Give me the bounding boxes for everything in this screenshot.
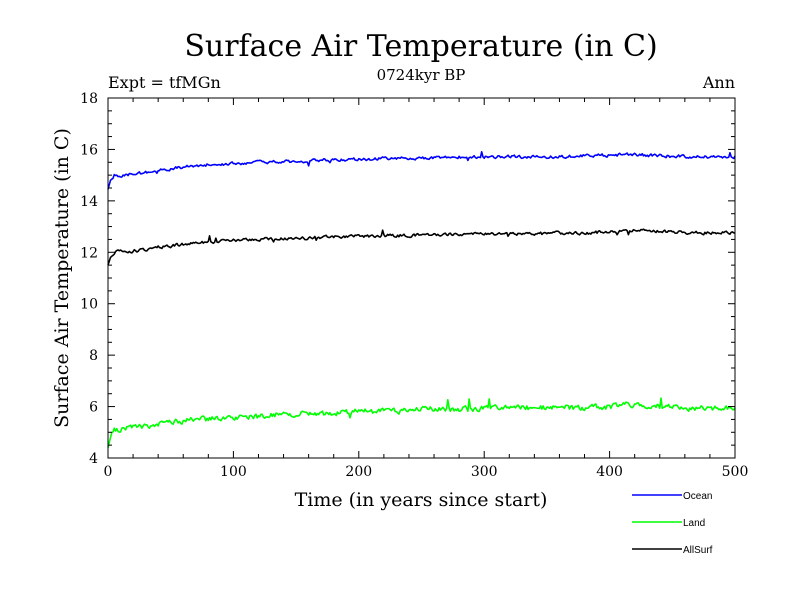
x-axis-label: Time (in years since start) bbox=[295, 489, 548, 511]
series-layer bbox=[107, 150, 736, 448]
y-axis-label: Surface Air Temperature (in C) bbox=[51, 128, 73, 428]
y-tick-label: 16 bbox=[80, 142, 98, 158]
legend: Ocean Land AllSurf bbox=[632, 491, 713, 556]
series-line-allsurf bbox=[107, 228, 736, 266]
x-tick-label: 100 bbox=[220, 464, 247, 480]
axis-layer: 0 100 200 300 400 500 4 6 8 10 12 14 16 18 bbox=[80, 91, 748, 480]
x-tick-label: 200 bbox=[345, 464, 372, 480]
legend-label-ocean: Ocean bbox=[683, 491, 712, 502]
legend-label-allsurf: AllSurf bbox=[683, 545, 713, 556]
y-tick-label: 18 bbox=[80, 91, 98, 107]
x-tick-label: 300 bbox=[471, 464, 498, 480]
chart-title: Surface Air Temperature (in C) bbox=[184, 29, 657, 64]
y-tick-label: 8 bbox=[89, 348, 98, 364]
y-tick-label: 12 bbox=[80, 245, 98, 261]
chart-subtitle: 0724kyr BP bbox=[377, 66, 466, 84]
y-tick-label: 14 bbox=[80, 194, 98, 210]
x-tick-label: 500 bbox=[722, 464, 749, 480]
y-tick-label: 6 bbox=[89, 400, 98, 416]
y-tick-label: 10 bbox=[80, 297, 98, 313]
y-tick-label: 4 bbox=[89, 451, 98, 467]
series-line-land bbox=[107, 397, 736, 448]
x-tick-label: 0 bbox=[104, 464, 113, 480]
series-line-ocean bbox=[107, 150, 736, 190]
legend-label-land: Land bbox=[683, 518, 705, 529]
experiment-label: Expt = tfMGn bbox=[108, 73, 221, 92]
season-label: Ann bbox=[702, 73, 735, 92]
x-tick-label: 400 bbox=[596, 464, 623, 480]
